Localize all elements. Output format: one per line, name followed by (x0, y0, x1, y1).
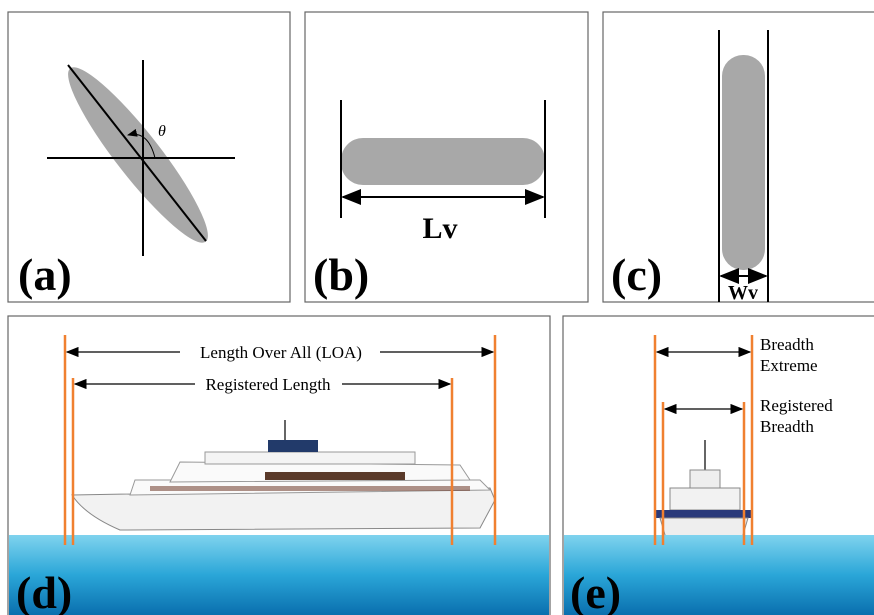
panel-label: (e) (570, 567, 621, 615)
dimension-label: Lv (422, 212, 457, 245)
dimension-label: Wv (728, 282, 758, 304)
panel-label: (d) (16, 567, 72, 615)
dimension-label: Breadth (760, 335, 814, 354)
panel-e: Breadth Extreme Registered Breadth (e) (563, 316, 874, 615)
dimension-label: Registered Length (205, 375, 331, 394)
figure: θ (a) Lv (b) Wv (c) (0, 0, 874, 615)
panel-label: (c) (611, 249, 662, 300)
panel-c: Wv (c) (603, 12, 874, 304)
panel-a: θ (a) (8, 12, 290, 302)
panel-b: Lv (b) (305, 12, 588, 302)
water (9, 535, 549, 615)
panel-label: (b) (313, 249, 369, 300)
panel-d: Length Over All (LOA) Registered Length … (8, 316, 550, 615)
angle-label: θ (158, 123, 166, 140)
dimension-label: Extreme (760, 356, 818, 375)
panel-label: (a) (18, 249, 72, 300)
dimension-label: Length Over All (LOA) (200, 343, 362, 362)
dimension-label: Registered (760, 396, 833, 415)
blob (341, 138, 545, 185)
dimension-label: Breadth (760, 417, 814, 436)
blob (722, 55, 765, 270)
